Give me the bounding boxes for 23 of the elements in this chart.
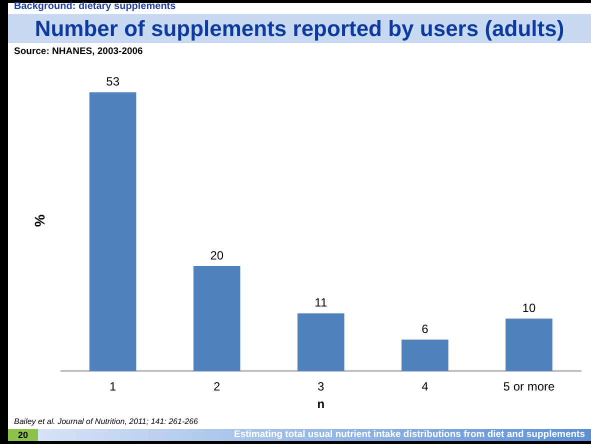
x-tick-label: 4 [422, 380, 429, 394]
bar [506, 318, 552, 372]
data-label: 20 [210, 248, 224, 262]
x-axis-title: n [317, 397, 325, 412]
x-tick-label: 1 [109, 380, 116, 394]
text: 20 [8, 429, 38, 441]
text: Background: dietary supplements [14, 1, 176, 12]
bar [297, 313, 344, 372]
data-label: 11 [314, 296, 328, 310]
chart-subtitle: Source: NHANES, 2003-2006 [14, 46, 143, 57]
text: Bailey et al. Journal of Nutrition, 2011; 141: 261-266 [14, 417, 198, 426]
chart-title: Number of supplements reported by users (adults) [8, 14, 591, 43]
data-label: 53 [106, 74, 120, 89]
bar [193, 266, 240, 372]
data-label: 10 [522, 300, 536, 315]
text: Estimating total usual nutrient intake distributions from diet and supplements [38, 429, 591, 441]
x-tick-label: 5 or more [503, 380, 555, 394]
x-tick-label: 3 [318, 380, 325, 394]
bar [89, 92, 136, 372]
y-axis-title: % [31, 214, 48, 227]
x-tick-label: 2 [214, 380, 221, 394]
data-label: 6 [422, 322, 429, 336]
bar [402, 340, 448, 372]
